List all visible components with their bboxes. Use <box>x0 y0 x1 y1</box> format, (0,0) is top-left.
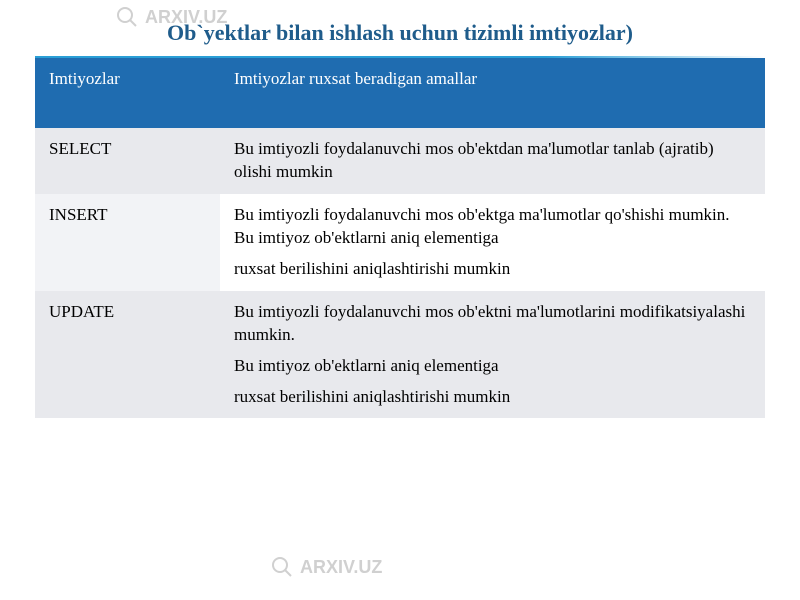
privileges-table: Imtiyozlar Imtiyozlar ruxsat beradigan a… <box>35 58 765 418</box>
table-header-row: Imtiyozlar Imtiyozlar ruxsat beradigan a… <box>35 58 765 128</box>
watermark: ARXIV.UZ <box>270 555 382 579</box>
title-wrap: Ob`yektlar bilan ishlash uchun tizimli i… <box>35 20 765 46</box>
slide-content: Ob`yektlar bilan ishlash uchun tizimli i… <box>0 0 800 418</box>
magnifier-icon <box>270 555 294 579</box>
header-col2: Imtiyozlar ruxsat beradigan amallar <box>220 58 765 128</box>
privilege-desc: Bu imtiyozli foydalanuvchi mos ob'ektdan… <box>220 128 765 194</box>
desc-text: ruxsat berilishini aniqlashtirishi mumki… <box>234 258 751 281</box>
header-col1: Imtiyozlar <box>35 58 220 128</box>
table-row: UPDATE Bu imtiyozli foydalanuvchi mos ob… <box>35 291 765 419</box>
desc-text: ruxsat berilishini aniqlashtirishi mumki… <box>234 386 751 409</box>
desc-text: Bu imtiyoz ob'ektlarni aniq elementiga <box>234 355 751 378</box>
page-title: Ob`yektlar bilan ishlash uchun tizimli i… <box>167 20 633 46</box>
desc-text: Bu imtiyozli foydalanuvchi mos ob'ektdan… <box>234 138 751 184</box>
privilege-desc: Bu imtiyozli foydalanuvchi mos ob'ektga … <box>220 194 765 291</box>
table-row: INSERT Bu imtiyozli foydalanuvchi mos ob… <box>35 194 765 291</box>
privilege-name: UPDATE <box>35 291 220 419</box>
desc-text: Bu imtiyozli foydalanuvchi mos ob'ektni … <box>234 301 751 347</box>
desc-text: Bu imtiyozli foydalanuvchi mos ob'ektga … <box>234 204 751 250</box>
privilege-desc: Bu imtiyozli foydalanuvchi mos ob'ektni … <box>220 291 765 419</box>
privilege-name: SELECT <box>35 128 220 194</box>
watermark-text: ARXIV.UZ <box>300 557 382 578</box>
privilege-name: INSERT <box>35 194 220 291</box>
table-row: SELECT Bu imtiyozli foydalanuvchi mos ob… <box>35 128 765 194</box>
